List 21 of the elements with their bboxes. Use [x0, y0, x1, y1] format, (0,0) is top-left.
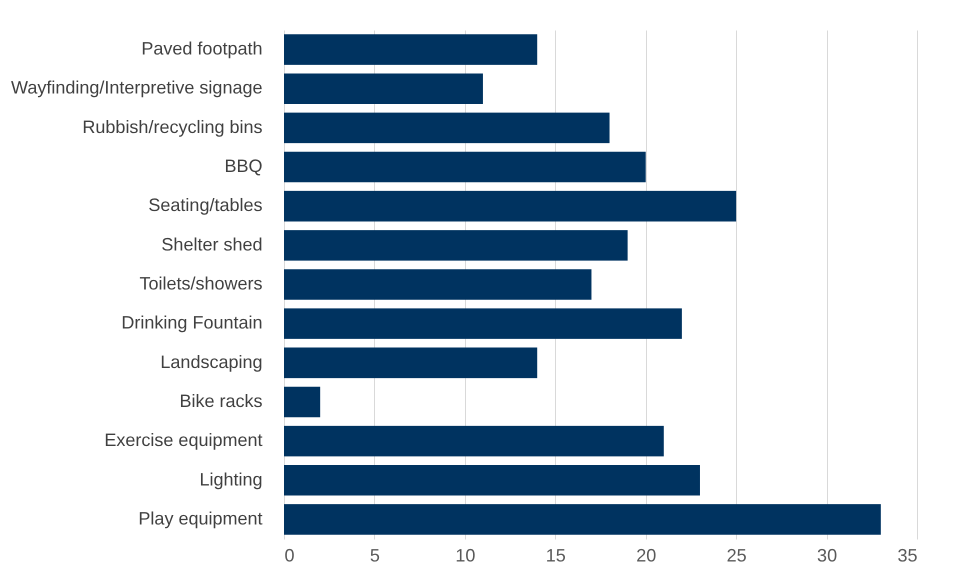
y-tick-label: Shelter shed — [161, 234, 262, 254]
x-tick-label: 10 — [455, 546, 476, 566]
y-tick-label: Play equipment — [138, 508, 262, 528]
x-tick-label: 25 — [726, 546, 747, 566]
y-tick-label: Toilets/showers — [139, 274, 262, 294]
x-tick-label: 0 — [284, 546, 295, 566]
x-tick-label: 20 — [636, 546, 656, 566]
x-tick-label: 30 — [817, 546, 838, 566]
x-tick-label: 35 — [897, 546, 918, 566]
y-tick-label: Drinking Fountain — [121, 312, 262, 333]
y-tick-label: BBQ — [224, 156, 262, 176]
y-tick-label: Exercise equipment — [104, 430, 262, 450]
y-tick-label: Wayfinding/Interpretive signage — [11, 78, 262, 98]
y-tick-label: Bike racks — [179, 390, 262, 411]
y-tick-label: Paved footpath — [141, 38, 262, 59]
x-tick-label: 5 — [370, 546, 380, 566]
y-tick-label: Landscaping — [160, 352, 262, 372]
y-tick-label: Lighting — [199, 469, 262, 490]
y-tick-label: Seating/tables — [148, 195, 262, 216]
y-tick-label: Rubbish/recycling bins — [82, 116, 262, 137]
x-tick-label: 15 — [546, 546, 566, 566]
